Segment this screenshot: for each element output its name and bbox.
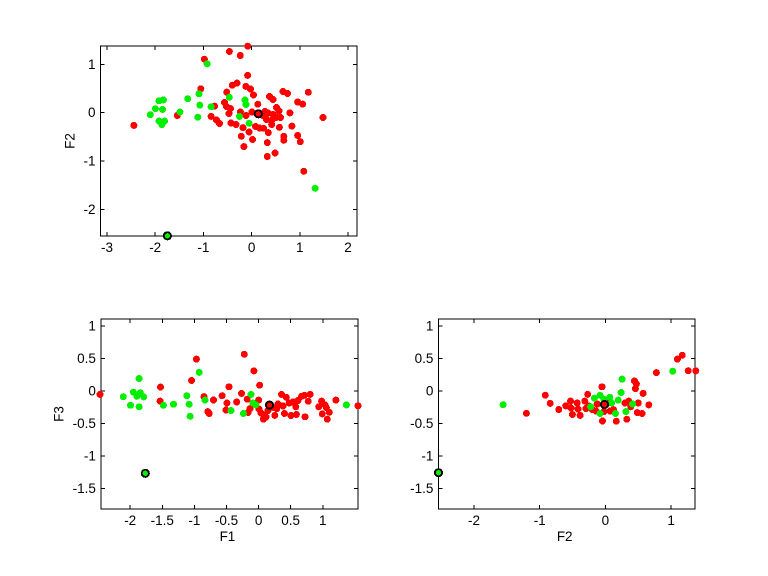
svg-text:0.5: 0.5	[415, 351, 434, 366]
svg-text:-0.5: -0.5	[410, 416, 433, 431]
svg-text:-1.5: -1.5	[410, 481, 433, 496]
svg-text:0: 0	[248, 240, 256, 255]
svg-text:0: 0	[88, 384, 96, 399]
svg-text:1: 1	[296, 240, 304, 255]
svg-text:-1: -1	[188, 513, 200, 528]
svg-text:0: 0	[88, 105, 96, 120]
svg-text:F1: F1	[220, 529, 236, 544]
svg-text:0: 0	[255, 513, 263, 528]
svg-text:-0.5: -0.5	[215, 513, 238, 528]
svg-text:1: 1	[88, 319, 96, 334]
svg-text:2: 2	[344, 240, 352, 255]
svg-text:-1: -1	[197, 240, 209, 255]
svg-text:-2: -2	[468, 513, 480, 528]
svg-text:-0.5: -0.5	[73, 416, 96, 431]
svg-text:-1: -1	[84, 449, 96, 464]
svg-text:1: 1	[319, 513, 327, 528]
svg-text:-1: -1	[534, 513, 546, 528]
svg-text:1: 1	[426, 319, 434, 334]
svg-text:-3: -3	[101, 240, 113, 255]
svg-text:-2: -2	[149, 240, 161, 255]
svg-text:-2: -2	[124, 513, 136, 528]
svg-text:1: 1	[88, 57, 96, 72]
svg-text:-2: -2	[83, 202, 95, 217]
svg-text:F2: F2	[63, 133, 78, 149]
svg-text:0: 0	[426, 384, 434, 399]
svg-text:0.5: 0.5	[77, 351, 96, 366]
svg-text:F3: F3	[52, 406, 67, 422]
svg-text:-1: -1	[83, 154, 95, 169]
svg-text:1: 1	[667, 513, 675, 528]
svg-text:-1: -1	[421, 449, 433, 464]
svg-text:0.5: 0.5	[281, 513, 300, 528]
svg-text:0: 0	[602, 513, 610, 528]
svg-text:-1.5: -1.5	[151, 513, 174, 528]
svg-text:-1.5: -1.5	[73, 481, 96, 496]
svg-text:F2: F2	[557, 529, 573, 544]
